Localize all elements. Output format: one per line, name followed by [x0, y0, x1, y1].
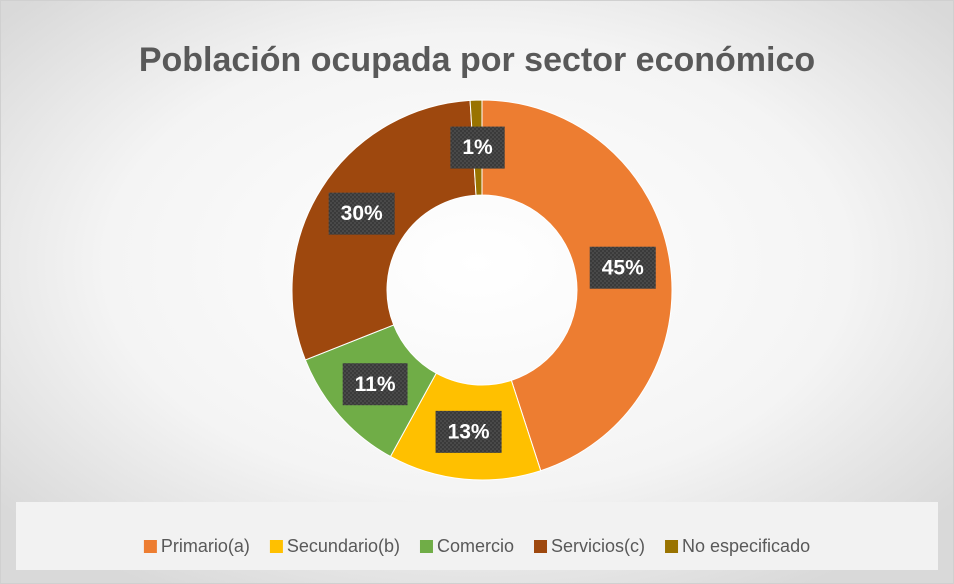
data-label-box: [328, 192, 395, 235]
legend-swatch: [143, 540, 157, 553]
legend-label: Comercio: [437, 536, 514, 556]
legend-swatch: [665, 540, 679, 553]
data-label: 11%: [355, 373, 396, 396]
legend-label: Secundario(b): [287, 536, 400, 556]
legend-swatch: [419, 540, 433, 553]
data-label: 1%: [462, 136, 493, 159]
data-label: 13%: [448, 420, 490, 443]
data-label-box: [450, 126, 505, 169]
legend-label: Primario(a): [161, 536, 250, 556]
legend-label: Servicios(c): [551, 536, 645, 556]
data-label: 45%: [602, 256, 644, 279]
legend-swatch: [534, 540, 548, 553]
legend: Primario(a) Secundario(b) Comercio Servicio…: [143, 536, 810, 556]
legend-box: [16, 502, 938, 570]
legend-swatch: [269, 540, 283, 553]
donut-slice: [481, 99, 673, 472]
data-label-box: [435, 410, 502, 453]
data-label: 30%: [341, 202, 383, 225]
chart-title: Población ocupada por sector económico: [139, 41, 815, 79]
data-label-box: [342, 363, 408, 406]
data-label-box: [589, 246, 656, 289]
legend-label: No especificado: [682, 536, 810, 556]
